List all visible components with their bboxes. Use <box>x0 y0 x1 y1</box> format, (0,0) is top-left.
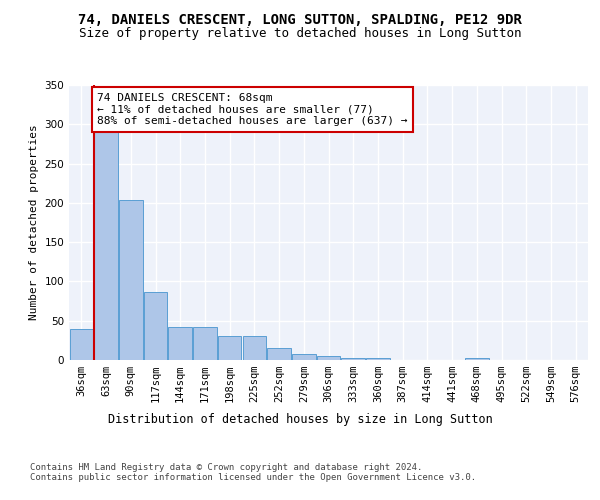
Text: Distribution of detached houses by size in Long Sutton: Distribution of detached houses by size … <box>107 412 493 426</box>
Bar <box>193 327 217 360</box>
Bar <box>242 336 266 360</box>
Text: 74, DANIELS CRESCENT, LONG SUTTON, SPALDING, PE12 9DR: 74, DANIELS CRESCENT, LONG SUTTON, SPALD… <box>78 12 522 26</box>
Text: 74 DANIELS CRESCENT: 68sqm
← 11% of detached houses are smaller (77)
88% of semi: 74 DANIELS CRESCENT: 68sqm ← 11% of deta… <box>97 93 408 126</box>
Bar <box>218 336 241 360</box>
Bar <box>144 292 167 360</box>
Text: Size of property relative to detached houses in Long Sutton: Size of property relative to detached ho… <box>79 28 521 40</box>
Bar <box>292 354 316 360</box>
Bar <box>70 328 93 360</box>
Bar <box>465 358 488 360</box>
Bar <box>317 356 340 360</box>
Text: Contains HM Land Registry data © Crown copyright and database right 2024.
Contai: Contains HM Land Registry data © Crown c… <box>30 462 476 482</box>
Bar <box>119 200 143 360</box>
Bar <box>94 132 118 360</box>
Y-axis label: Number of detached properties: Number of detached properties <box>29 124 39 320</box>
Bar <box>366 358 389 360</box>
Bar <box>169 327 192 360</box>
Bar <box>268 348 291 360</box>
Bar <box>341 358 365 360</box>
